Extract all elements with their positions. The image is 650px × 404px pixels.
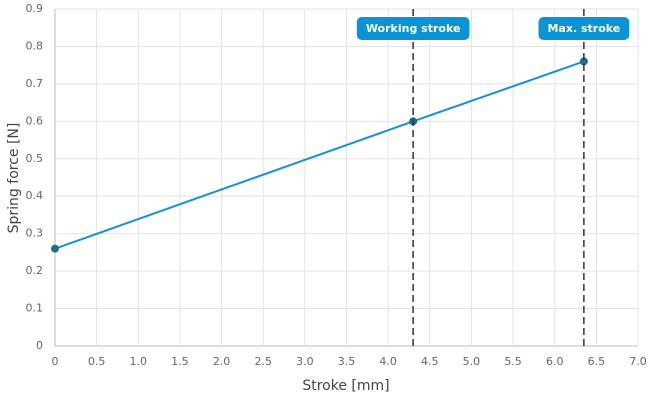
y-tick-label: 0.9 [26, 2, 44, 15]
x-tick-label: 3.0 [296, 355, 314, 368]
x-tick-label: 0.5 [88, 355, 106, 368]
x-tick-label: 7.0 [629, 355, 647, 368]
y-tick-label: 0.5 [26, 152, 44, 165]
annotation-box [356, 17, 470, 40]
x-tick-label: 1.5 [171, 355, 189, 368]
x-tick-label: 4.5 [421, 355, 439, 368]
y-tick-label: 0.7 [26, 77, 44, 90]
x-tick-label: 2.0 [213, 355, 231, 368]
data-point [579, 57, 588, 66]
annotation: Max. stroke [538, 17, 630, 40]
x-tick-label: 2.5 [254, 355, 272, 368]
y-tick-label: 0.4 [26, 189, 44, 202]
y-tick-label: 0.3 [26, 227, 44, 240]
data-point [51, 244, 59, 253]
x-tick-label: 5.5 [504, 355, 522, 368]
data-line [54, 60, 585, 250]
y-tick-label: 0.8 [26, 39, 44, 52]
x-tick-label: 3.5 [338, 355, 356, 368]
x-tick-label: 0 [52, 355, 59, 368]
x-tick-label: 1.0 [130, 355, 148, 368]
annotation-label: Max. stroke [547, 22, 620, 35]
y-axis-title: Spring force [N] [6, 123, 22, 234]
annotation: Working stroke [356, 17, 470, 40]
y-tick-label: 0 [36, 339, 43, 352]
y-tick-label: 0.6 [26, 114, 44, 127]
x-tick-label: 4.0 [379, 355, 397, 368]
x-tick-label: 6.0 [546, 355, 564, 368]
y-tick-label: 0.1 [26, 302, 44, 315]
y-tick-label: 0.2 [26, 264, 44, 277]
x-tick-label: 6.5 [588, 355, 606, 368]
x-axis-title: Stroke [mm] [302, 378, 389, 394]
annotation-box [538, 17, 630, 40]
x-tick-label: 5.0 [463, 355, 481, 368]
annotation-label: Working stroke [366, 22, 461, 35]
